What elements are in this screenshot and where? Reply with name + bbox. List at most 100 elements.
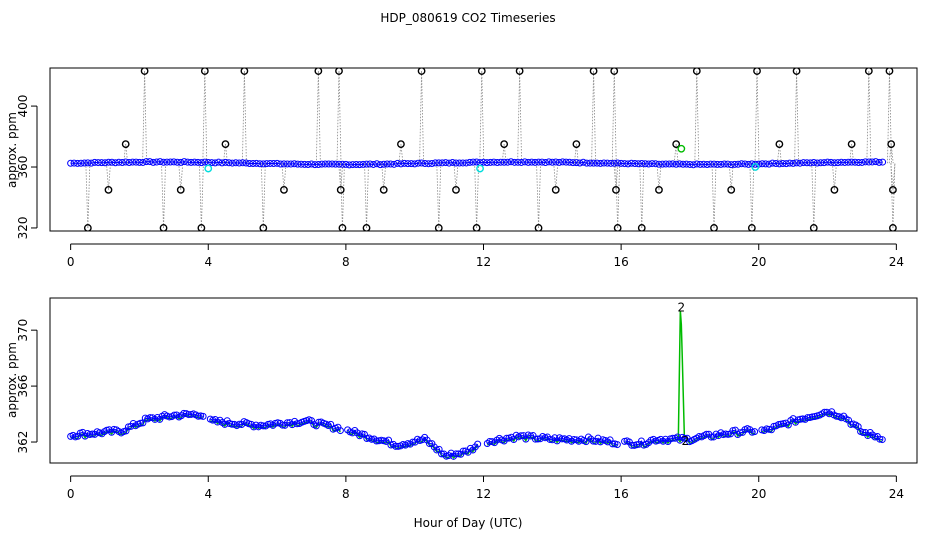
top-345-spike-point — [379, 185, 388, 194]
top-high-spike-line — [756, 71, 760, 164]
top-345-spike-line — [615, 163, 619, 190]
bottom-series-point — [878, 436, 886, 444]
top-345-spike-line — [890, 163, 894, 190]
top-mid-spike-point — [887, 140, 896, 149]
top-mid-spike-point — [121, 140, 130, 149]
top-high-spike-line — [421, 71, 424, 164]
bottom-x-tick-label: 12 — [476, 487, 491, 501]
top-high-spike-point — [692, 68, 701, 75]
top-high-spike-line — [593, 71, 596, 164]
top-series-point — [851, 158, 859, 166]
bottom-series-point — [315, 418, 323, 426]
top-low-spike-line — [87, 163, 91, 228]
top-low-spike-line — [161, 163, 164, 228]
bottom-series-point — [392, 442, 400, 450]
top-low-spike-line — [340, 163, 343, 228]
top-series-point — [211, 159, 219, 167]
top-high-spike-line — [519, 71, 523, 164]
top-series-point — [160, 158, 168, 166]
top-series-point — [676, 160, 684, 168]
top-high-spike-line — [696, 71, 700, 164]
top-high-spike-line — [144, 71, 148, 164]
bottom-x-tick-label: 16 — [613, 487, 628, 501]
top-series-point — [817, 159, 825, 167]
top-high-spike-line — [317, 71, 321, 164]
top-series-point — [184, 158, 192, 166]
bottom-series-point — [170, 411, 178, 419]
top-high-spike-line — [315, 71, 319, 164]
bottom-series-point — [751, 428, 759, 436]
top-series-point — [596, 159, 604, 167]
top-series-point — [70, 159, 78, 167]
top-series-point — [259, 160, 267, 168]
top-series-point — [407, 160, 415, 168]
top-series-point — [180, 158, 188, 166]
bottom-x-axis: 0 4 8 12 16 20 24 — [67, 475, 904, 501]
figure-title: HDP_080619 CO2 Timeseries — [380, 11, 555, 25]
top-series-point — [734, 160, 742, 168]
bottom-series-point — [527, 432, 535, 440]
top-x-tick-label: 16 — [613, 255, 628, 269]
top-345-spike-line — [553, 163, 557, 190]
top-series-point — [879, 158, 887, 166]
top-345-spike-point — [452, 185, 460, 194]
top-345-spike-point — [280, 185, 288, 194]
top-series-point — [875, 158, 883, 166]
top-series-point — [535, 158, 543, 166]
top-series-point — [393, 159, 401, 167]
top-low-spike-line — [85, 163, 89, 228]
top-series-point — [277, 160, 285, 168]
top-series-point — [187, 158, 195, 166]
top-series-point — [163, 158, 171, 166]
top-series-point — [221, 158, 229, 166]
top-high-spike-line — [338, 71, 342, 164]
top-x-axis: 0 4 8 12 16 20 24 — [67, 243, 904, 269]
top-series-point — [634, 160, 642, 168]
bottom-spike-line — [677, 310, 686, 440]
top-low-spike-point — [159, 224, 168, 231]
top-series-point — [294, 160, 302, 168]
bottom-series-point — [529, 432, 537, 440]
top-series-point — [318, 160, 326, 168]
bottom-data-points — [67, 408, 886, 460]
bottom-y-axis-title: approx. ppm — [5, 342, 19, 418]
top-high-spike-line — [794, 71, 797, 164]
top-series-point — [304, 160, 312, 168]
top-series-point — [201, 158, 209, 166]
top-series-point — [246, 160, 254, 168]
top-series-point — [280, 160, 288, 168]
top-series-point — [648, 160, 656, 168]
bottom-series-point — [373, 437, 381, 445]
top-series-point — [156, 158, 164, 166]
top-series-point — [67, 159, 75, 167]
top-series-point — [762, 160, 770, 168]
top-series-point — [132, 158, 140, 166]
top-mid-spike-point — [775, 140, 784, 149]
top-series-point — [583, 159, 591, 167]
top-series-point — [263, 160, 271, 168]
top-low-spike-point — [613, 224, 622, 231]
top-y-axis-title: approx. ppm — [5, 112, 19, 188]
top-series-point — [751, 160, 759, 168]
top-low-spike-line — [163, 163, 166, 228]
top-series-point — [872, 158, 880, 166]
top-series-point — [772, 160, 780, 168]
top-series-point — [376, 161, 384, 169]
top-series-point — [421, 160, 429, 168]
top-high-spike-line — [866, 71, 870, 164]
top-series-point — [431, 159, 439, 167]
top-series-point — [342, 160, 350, 168]
top-y-axis: 320 360 400 — [16, 95, 38, 239]
top-series-point — [242, 159, 250, 167]
top-series-point — [338, 160, 346, 168]
top-x-tick-label: 24 — [889, 255, 904, 269]
top-cyan-point — [204, 164, 213, 173]
top-series-point — [713, 160, 721, 168]
top-series-point — [404, 160, 412, 168]
top-low-spike-point — [534, 224, 543, 231]
top-series-point — [621, 160, 629, 168]
top-low-spike-line — [476, 163, 480, 228]
top-series-point — [466, 158, 474, 166]
top-series-point — [118, 158, 126, 166]
top-x-tick-label: 20 — [751, 255, 766, 269]
